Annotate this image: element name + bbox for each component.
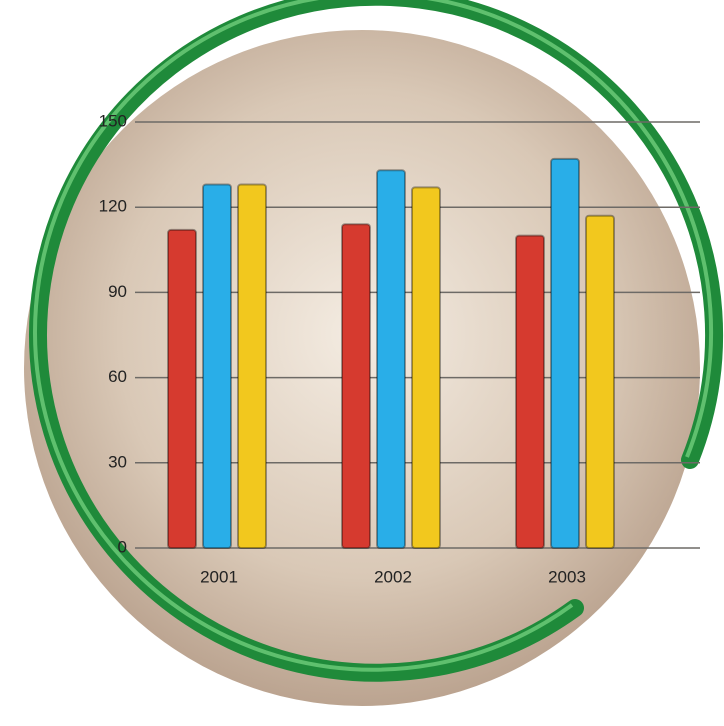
x-tick-label: 2001 [200, 567, 238, 586]
bar [167, 228, 197, 549]
bar [585, 214, 615, 549]
x-tick-label: 2003 [548, 567, 586, 586]
x-tick-label: 2002 [374, 567, 412, 586]
y-tick-label: 30 [108, 452, 127, 471]
y-tick-label: 60 [108, 367, 127, 386]
y-tick-label: 0 [118, 537, 127, 556]
bar [341, 223, 371, 550]
bar [550, 157, 580, 549]
bar [376, 169, 406, 549]
bar [411, 186, 441, 549]
bar [237, 183, 267, 549]
y-tick-label: 90 [108, 282, 127, 301]
y-tick-label: 150 [99, 111, 127, 130]
bar [202, 183, 232, 549]
ring-highlight [33, 0, 714, 672]
bar [515, 234, 545, 549]
y-tick-label: 120 [99, 197, 127, 216]
plot-area: 0 30 60 90 120 150 2001 2002 2003 [99, 111, 700, 586]
